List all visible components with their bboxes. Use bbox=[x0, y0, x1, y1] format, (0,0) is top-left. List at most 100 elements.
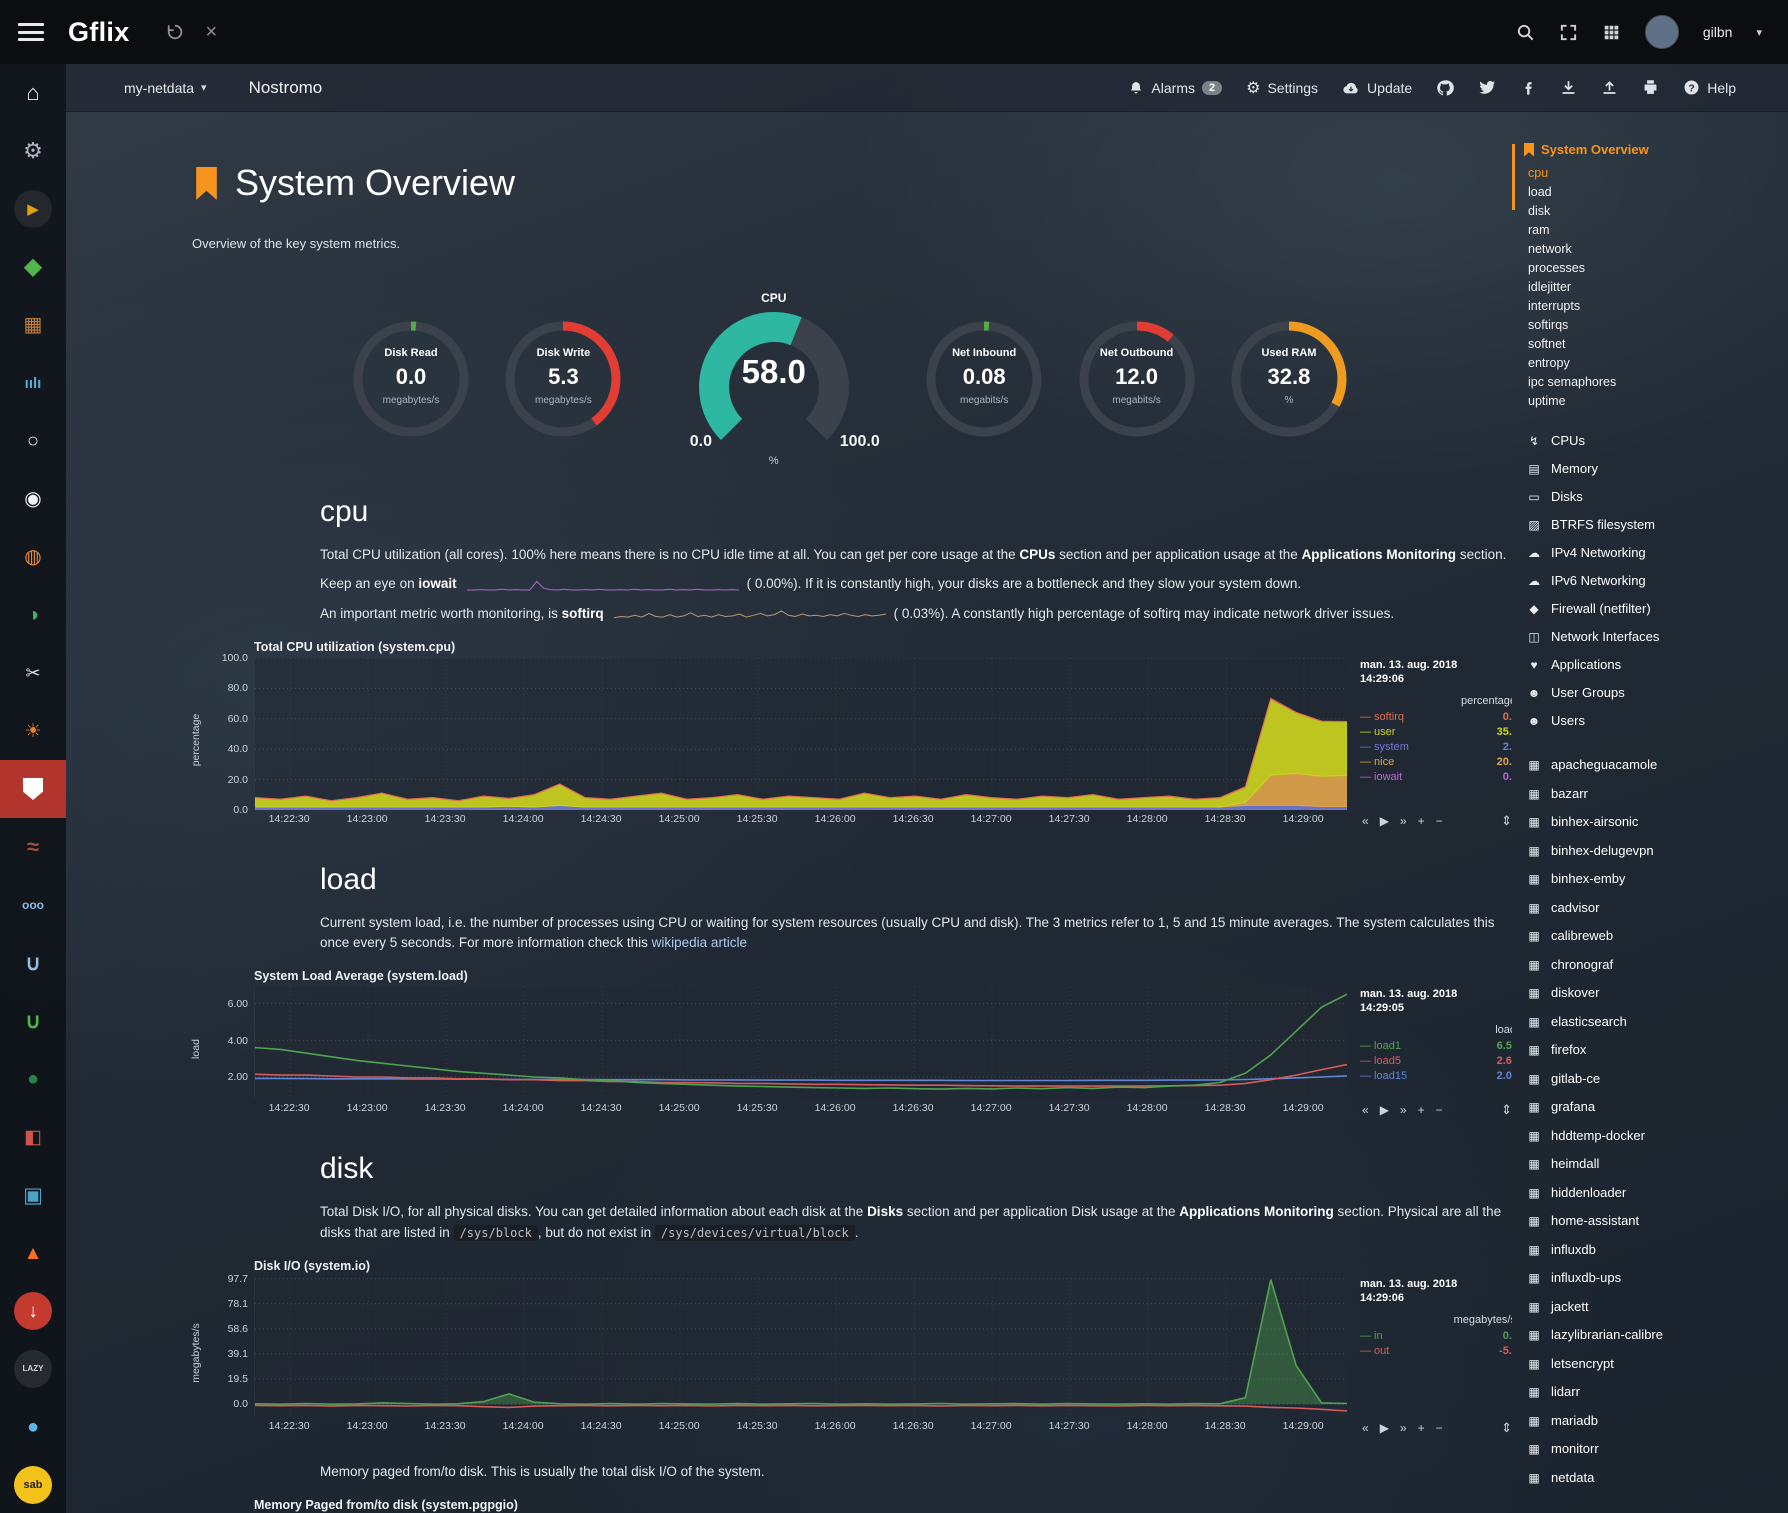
toc-app-letsencrypt[interactable]: ▦ letsencrypt bbox=[1524, 1350, 1774, 1379]
legend-in[interactable]: — in0.0 bbox=[1360, 1329, 1512, 1342]
toc-app-gitlab-ce[interactable]: ▦ gitlab-ce bbox=[1524, 1065, 1774, 1094]
chart-toolbar-backward-icon[interactable]: « bbox=[1362, 1103, 1369, 1118]
fullscreen-icon[interactable] bbox=[1559, 23, 1578, 42]
settings-button[interactable]: ⚙ Settings bbox=[1246, 79, 1319, 97]
toc-app-hiddenloader[interactable]: ▦ hiddenloader bbox=[1524, 1179, 1774, 1208]
sidebar-app-heimdall-app[interactable]: ▣ bbox=[0, 1166, 66, 1224]
chart-toolbar-backward-icon[interactable]: « bbox=[1362, 1420, 1369, 1435]
chart-plot-area[interactable] bbox=[254, 1276, 1348, 1417]
sidebar-app-scissors-app[interactable]: ✂ bbox=[0, 644, 66, 702]
toc-app-lidarr[interactable]: ▦ lidarr bbox=[1524, 1378, 1774, 1407]
toc-section-network-interfaces[interactable]: ◫ Network Interfaces bbox=[1524, 623, 1774, 651]
toc-app-lazylibrarian-calibre[interactable]: ▦ lazylibrarian-calibre bbox=[1524, 1321, 1774, 1350]
sidebar-app-jackett-search[interactable]: ○ bbox=[0, 412, 66, 470]
toc-app-grafana[interactable]: ▦ grafana bbox=[1524, 1093, 1774, 1122]
facebook-icon[interactable] bbox=[1520, 79, 1536, 96]
sidebar-app-gitlab[interactable]: ▲ bbox=[0, 1224, 66, 1282]
toc-app-firefox[interactable]: ▦ firefox bbox=[1524, 1036, 1774, 1065]
toc-app-diskover[interactable]: ▦ diskover bbox=[1524, 979, 1774, 1008]
toc-section-ipv4-networking[interactable]: ☁ IPv4 Networking bbox=[1524, 539, 1774, 567]
sidebar-app-plex[interactable]: ▶ bbox=[0, 180, 66, 238]
toc-section-cpus[interactable]: ↯ CPUs bbox=[1524, 427, 1774, 455]
sidebar-app-unraid[interactable]: ∪ bbox=[0, 992, 66, 1050]
github-icon[interactable] bbox=[1436, 79, 1455, 97]
refresh-tab-icon[interactable] bbox=[166, 23, 184, 41]
sidebar-app-ubooquity[interactable]: ∪ bbox=[0, 934, 66, 992]
sidebar-app-emby[interactable]: ◆ bbox=[0, 238, 66, 296]
toc-app-calibreweb[interactable]: ▦ calibreweb bbox=[1524, 922, 1774, 951]
toc-app-hddtemp-docker[interactable]: ▦ hddtemp-docker bbox=[1524, 1122, 1774, 1151]
sidebar-app-elasticsearch-app[interactable]: ◧ bbox=[0, 1108, 66, 1166]
server-selector[interactable]: my-netdata ▾ bbox=[124, 79, 207, 96]
chart-toolbar-zoom-in-icon[interactable]: + bbox=[1417, 813, 1425, 828]
toc-app-influxdb-ups[interactable]: ▦ influxdb-ups bbox=[1524, 1264, 1774, 1293]
download-icon[interactable] bbox=[1560, 79, 1577, 96]
sidebar-app-influxdb-app[interactable]: ● bbox=[0, 1398, 66, 1456]
toc-app-cadvisor[interactable]: ▦ cadvisor bbox=[1524, 894, 1774, 923]
toc-item-ipc-semaphores[interactable]: ipc semaphores bbox=[1528, 375, 1617, 389]
chart-toolbar-zoom-in-icon[interactable]: + bbox=[1417, 1420, 1425, 1435]
toc-app-heimdall[interactable]: ▦ heimdall bbox=[1524, 1150, 1774, 1179]
chart-toolbar-play-icon[interactable]: ▶ bbox=[1379, 1420, 1389, 1435]
toc-app-jackett[interactable]: ▦ jackett bbox=[1524, 1293, 1774, 1322]
toc-app-chronograf[interactable]: ▦ chronograf bbox=[1524, 951, 1774, 980]
twitter-icon[interactable] bbox=[1478, 80, 1496, 96]
toc-section-memory[interactable]: ▤ Memory bbox=[1524, 455, 1774, 483]
sidebar-app-airsonic[interactable]: ıılı bbox=[0, 354, 66, 412]
menu-icon[interactable] bbox=[18, 23, 44, 41]
chart-toolbar-backward-icon[interactable]: « bbox=[1362, 813, 1369, 828]
apps-grid-icon[interactable] bbox=[1602, 23, 1621, 42]
sidebar-app-webtools[interactable]: ● bbox=[0, 1050, 66, 1108]
user-avatar[interactable] bbox=[1644, 15, 1679, 49]
chart-toolbar-forward-icon[interactable]: » bbox=[1399, 1103, 1407, 1118]
sidebar-app-flame-app[interactable]: ☀ bbox=[0, 702, 66, 760]
toc-item-softnet[interactable]: softnet bbox=[1528, 337, 1566, 351]
toc-section-applications[interactable]: ♥ Applications bbox=[1524, 651, 1774, 679]
sidebar-app-lazylibrarian[interactable]: LAZY bbox=[0, 1340, 66, 1398]
sidebar-app-homebrew[interactable]: ▦ bbox=[0, 296, 66, 354]
toc-item-disk[interactable]: disk bbox=[1528, 204, 1551, 218]
gauge-used_ram[interactable]: Used RAM 32.8% bbox=[1227, 317, 1351, 441]
gauge-disk_write[interactable]: Disk Write 5.3 megabytes/s bbox=[501, 317, 625, 441]
chart-toolbar-zoom-out-icon[interactable]: − bbox=[1435, 813, 1443, 828]
chart-resize-handle-icon[interactable]: ⇕ bbox=[1501, 812, 1512, 828]
toc-section-user-groups[interactable]: ☻ User Groups bbox=[1524, 679, 1774, 707]
toc-item-processes[interactable]: processes bbox=[1528, 261, 1585, 275]
gauge-cpu[interactable]: CPU 58.0 0.0 100.0% bbox=[654, 291, 894, 467]
toc-app-influxdb[interactable]: ▦ influxdb bbox=[1524, 1236, 1774, 1265]
chart-toolbar-zoom-out-icon[interactable]: − bbox=[1435, 1420, 1443, 1435]
close-tab-icon[interactable]: × bbox=[205, 21, 218, 43]
sidebar-app-sabnzbd[interactable]: sab bbox=[0, 1456, 66, 1513]
toc-section-users[interactable]: ☻ Users bbox=[1524, 707, 1774, 735]
print-icon[interactable] bbox=[1642, 79, 1659, 96]
sidebar-app-nextcloud[interactable]: ooo bbox=[0, 876, 66, 934]
toc-item-load[interactable]: load bbox=[1528, 185, 1552, 199]
username[interactable]: gilbn bbox=[1702, 24, 1733, 40]
toc-app-mariadb[interactable]: ▦ mariadb bbox=[1524, 1407, 1774, 1436]
chart-plot-area[interactable] bbox=[254, 657, 1348, 811]
toc-item-ram[interactable]: ram bbox=[1528, 223, 1550, 237]
toc-item-entropy[interactable]: entropy bbox=[1528, 356, 1570, 370]
gauge-disk_read[interactable]: Disk Read 0.0 megabytes/s bbox=[349, 317, 473, 441]
update-button[interactable]: Update bbox=[1342, 80, 1412, 96]
toc-app-binhex-delugevpn[interactable]: ▦ binhex-delugevpn bbox=[1524, 837, 1774, 866]
gauge-net_inbound[interactable]: Net Inbound 0.08 megabits/s bbox=[922, 317, 1046, 441]
toc-app-bazarr[interactable]: ▦ bazarr bbox=[1524, 780, 1774, 809]
toc-section-firewall-netfilter-[interactable]: ◆ Firewall (netfilter) bbox=[1524, 595, 1774, 623]
toc-item-network[interactable]: network bbox=[1528, 242, 1572, 256]
toc-app-home-assistant[interactable]: ▦ home-assistant bbox=[1524, 1207, 1774, 1236]
sidebar-app-settings[interactable]: ⚙ bbox=[0, 122, 66, 180]
chart-toolbar-zoom-in-icon[interactable]: + bbox=[1417, 1103, 1425, 1118]
toc-section-ipv6-networking[interactable]: ☁ IPv6 Networking bbox=[1524, 567, 1774, 595]
sidebar-app-duplicati[interactable]: ◉ bbox=[0, 470, 66, 528]
toc-app-netdata[interactable]: ▦ netdata bbox=[1524, 1464, 1774, 1493]
chart-toolbar-forward-icon[interactable]: » bbox=[1399, 1420, 1407, 1435]
gauge-net_outbound[interactable]: Net Outbound 12.0 megabits/s bbox=[1075, 317, 1199, 441]
